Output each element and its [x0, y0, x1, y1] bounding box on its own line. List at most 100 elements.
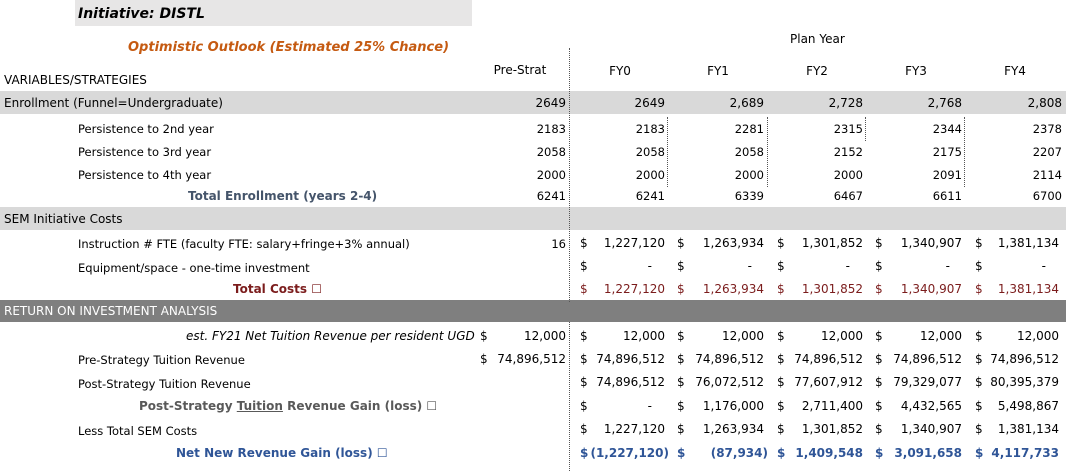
instruction-label: Instruction # FTE (faculty FTE: salary+f…: [78, 237, 410, 251]
cell: -: [647, 399, 652, 413]
dollar-sign: $: [975, 375, 983, 389]
cell: 6611: [932, 189, 962, 203]
dollar-sign: $: [580, 375, 588, 389]
column-divider: [569, 322, 570, 471]
cell: 1,340,907: [900, 422, 962, 436]
dollar-sign: $: [875, 446, 884, 460]
outlook-label: Optimistic Outlook (Estimated 25% Chance…: [128, 40, 450, 55]
roi-band: [0, 300, 1066, 322]
cell: 1,381,134: [997, 422, 1059, 436]
cell: 2000: [734, 168, 764, 182]
dollar-sign: $: [677, 375, 685, 389]
cell: 2058: [536, 145, 566, 159]
dollar-sign: $: [677, 236, 685, 250]
cell: 2,768: [927, 96, 962, 110]
dollar-sign: $: [580, 259, 588, 273]
persistence3-label: Persistence to 3rd year: [78, 145, 212, 159]
dollar-sign: $: [777, 446, 786, 460]
equipment-label: Equipment/space - one-time investment: [78, 261, 310, 275]
dollar-sign: $: [677, 259, 685, 273]
dollar-sign: $: [875, 259, 883, 273]
pre-tuition-label: Pre-Strategy Tuition Revenue: [78, 353, 245, 367]
cell: 1,263,934: [702, 422, 764, 436]
dollar-sign: $: [580, 282, 588, 296]
enrollment-label: Enrollment (Funnel=Undergraduate): [4, 96, 223, 110]
cell: 6700: [1032, 189, 1062, 203]
cell: 2000: [833, 168, 863, 182]
dollar-sign: $: [480, 352, 488, 366]
col-header-fy2: FY2: [806, 64, 828, 78]
dollar-sign: $: [777, 259, 785, 273]
cell: 5,498,867: [997, 399, 1059, 413]
dollar-sign: $: [875, 422, 883, 436]
cell: 2175: [932, 145, 962, 159]
dollar-sign: $: [580, 446, 589, 460]
post-gain-label: Post-Strategy Tuition Revenue Gain (loss…: [139, 399, 437, 413]
dollar-sign: $: [875, 375, 883, 389]
dollar-sign: $: [975, 282, 983, 296]
plan-year-label: Plan Year: [790, 32, 845, 46]
dollar-sign: $: [480, 329, 488, 343]
cell: 2114: [1032, 168, 1062, 182]
cell: 6241: [635, 189, 665, 203]
dollar-sign: $: [975, 446, 984, 460]
enrollment-band: [0, 91, 1066, 114]
cell: 12,000: [1017, 329, 1059, 343]
cell: 2649: [535, 96, 566, 110]
dollar-sign: $: [677, 399, 685, 413]
cell: 1,381,134: [997, 282, 1059, 296]
persistence2-label: Persistence to 2nd year: [78, 122, 214, 136]
total-costs-label: Total Costs ☐: [233, 282, 322, 296]
cell: 2058: [734, 145, 764, 159]
cell: 74,896,512: [893, 352, 962, 366]
cell: 3,091,658: [894, 446, 962, 460]
cell: -: [647, 259, 652, 273]
net-tuition-label: est. FY21 Net Tuition Revenue per reside…: [186, 329, 475, 343]
col-header-fy1: FY1: [707, 64, 729, 78]
dollar-sign: $: [975, 329, 983, 343]
column-divider: [767, 117, 768, 187]
dollar-sign: $: [777, 282, 785, 296]
cell: 12,000: [623, 329, 665, 343]
cell: 12,000: [821, 329, 863, 343]
cell: 2649: [634, 96, 665, 110]
dollar-sign: $: [580, 236, 588, 250]
dollar-sign: $: [975, 236, 983, 250]
cell: 12,000: [722, 329, 764, 343]
initiative-title: Initiative: DISTL: [78, 6, 205, 22]
dollar-sign: $: [777, 329, 785, 343]
cell: 1,340,907: [900, 236, 962, 250]
dollar-sign: $: [875, 352, 883, 366]
cell: 2152: [833, 145, 863, 159]
dollar-sign: $: [875, 236, 883, 250]
dollar-sign: $: [875, 329, 883, 343]
cell: 2207: [1032, 145, 1062, 159]
total-enrollment-label: Total Enrollment (years 2-4): [188, 189, 378, 203]
cell: -: [945, 259, 950, 273]
cell: 1,176,000: [702, 399, 764, 413]
cell: 74,896,512: [794, 352, 863, 366]
dollar-sign: $: [777, 422, 785, 436]
cell: 2,711,400: [801, 399, 863, 413]
dollar-sign: $: [580, 399, 588, 413]
cell: 1,263,934: [702, 236, 764, 250]
cell: 79,329,077: [893, 375, 962, 389]
cell: 74,896,512: [990, 352, 1059, 366]
dollar-sign: $: [677, 282, 685, 296]
cell: 74,896,512: [596, 352, 665, 366]
dollar-sign: $: [677, 352, 685, 366]
dollar-sign: $: [975, 399, 983, 413]
cell: 2091: [932, 168, 962, 182]
dollar-sign: $: [777, 375, 785, 389]
cell: 2,689: [729, 96, 764, 110]
cell: (87,934): [710, 446, 768, 460]
cell: 16: [551, 237, 566, 251]
title-band: [75, 0, 472, 26]
dollar-sign: $: [777, 352, 785, 366]
cell: 2344: [932, 122, 962, 136]
cell: 74,896,512: [596, 375, 665, 389]
cell: 2000: [635, 168, 665, 182]
persistence4-label: Persistence to 4th year: [78, 168, 212, 182]
dollar-sign: $: [975, 352, 983, 366]
cell: 2,728: [828, 96, 863, 110]
